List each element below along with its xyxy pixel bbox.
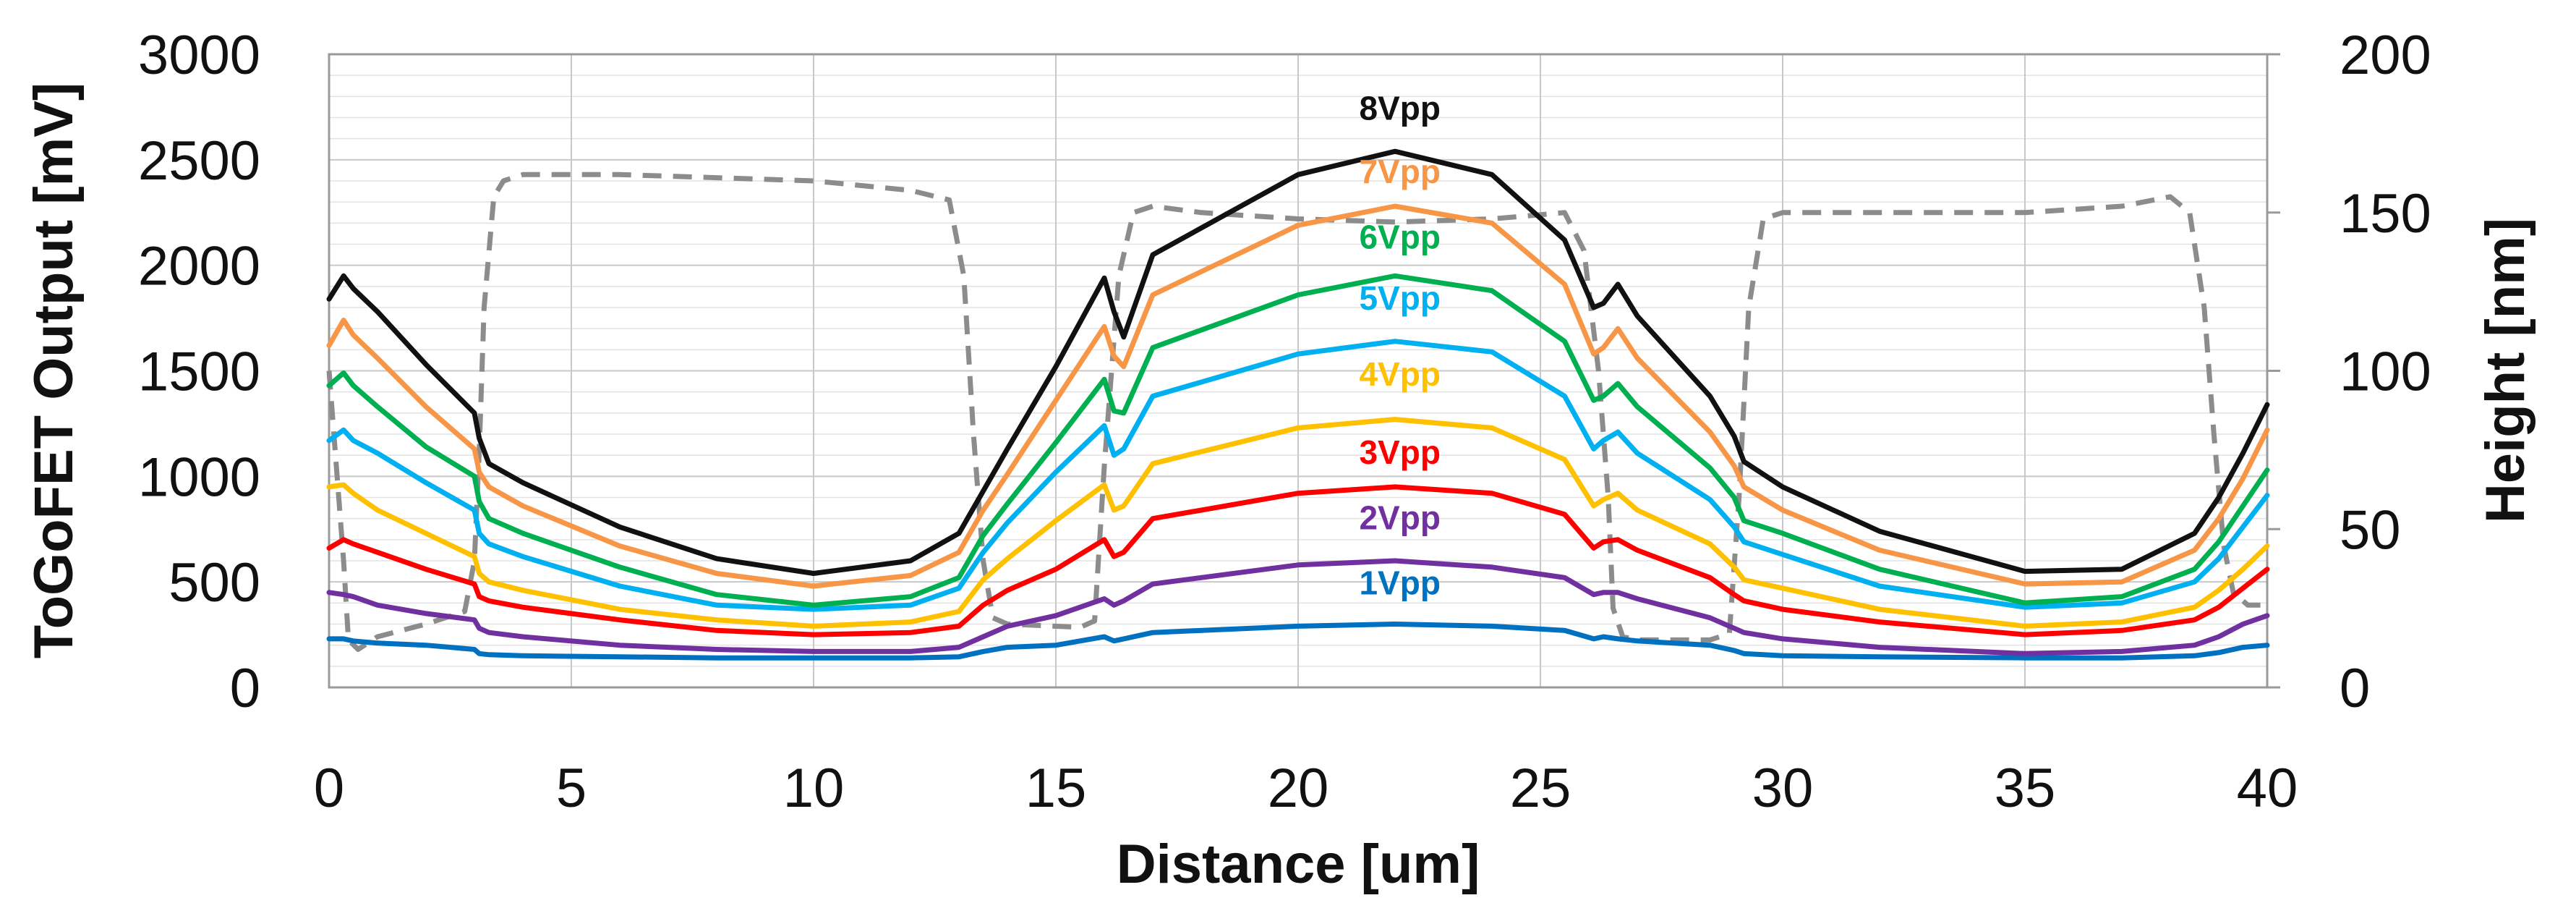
y2-axis-title: Height [nm] bbox=[2475, 218, 2536, 523]
series-line-2vpp bbox=[326, 558, 2270, 656]
x-tick-label: 0 bbox=[314, 758, 344, 819]
series-label-4vpp: 4Vpp bbox=[1359, 355, 1440, 393]
series-label-5vpp: 5Vpp bbox=[1359, 279, 1440, 317]
x-tick-labels: 0 5 10 15 20 25 30 35 40 bbox=[314, 758, 2298, 819]
y-tick-label: 500 bbox=[169, 552, 260, 614]
x-tick-label: 30 bbox=[1752, 758, 1814, 819]
series-label-6vpp: 6Vpp bbox=[1359, 218, 1440, 255]
y-tick-label: 0 bbox=[230, 658, 260, 719]
y-tick-label: 2000 bbox=[138, 236, 260, 297]
y-tick-label: 3000 bbox=[138, 25, 260, 86]
series-line-4vpp bbox=[326, 417, 2270, 629]
y-axis-title: ToGoFET Output [mV] bbox=[23, 82, 85, 658]
series-line-8vpp bbox=[326, 148, 2270, 576]
x-tick-label: 25 bbox=[1510, 758, 1571, 819]
series-line-1vpp bbox=[326, 622, 2270, 661]
y-tick-label: 2500 bbox=[138, 130, 260, 192]
y2-tick-labels: 0 50 100 150 200 bbox=[2340, 25, 2431, 719]
series-line-5vpp bbox=[326, 339, 2270, 612]
series-label-layer: 8Vpp 7Vpp 6Vpp 5Vpp 4Vpp 3Vpp 2Vpp 1Vpp bbox=[1359, 89, 1440, 601]
series-label-7vpp: 7Vpp bbox=[1359, 153, 1440, 190]
y2-tick-label: 0 bbox=[2340, 658, 2370, 719]
y-tick-label: 1500 bbox=[138, 342, 260, 403]
height-profile-layer bbox=[326, 171, 2267, 652]
series-line-6vpp bbox=[326, 273, 2270, 608]
height-profile-line bbox=[326, 171, 2267, 652]
x-axis-title: Distance [um] bbox=[1117, 834, 1480, 895]
x-tick-label: 5 bbox=[556, 758, 587, 819]
y2-tick-label: 100 bbox=[2340, 342, 2431, 403]
y-tick-label: 1000 bbox=[138, 446, 260, 508]
series-label-3vpp: 3Vpp bbox=[1359, 433, 1440, 471]
y-tick-labels: 0 500 1000 1500 2000 2500 3000 bbox=[138, 25, 260, 719]
x-tick-label: 15 bbox=[1025, 758, 1087, 819]
x-tick-label: 20 bbox=[1268, 758, 1329, 819]
series-line-7vpp bbox=[326, 203, 2270, 589]
series-line-3vpp bbox=[326, 484, 2270, 637]
y2-tick-label: 200 bbox=[2340, 25, 2431, 86]
series-label-8vpp: 8Vpp bbox=[1359, 89, 1440, 127]
series-label-2vpp: 2Vpp bbox=[1359, 499, 1440, 536]
x-tick-label: 35 bbox=[1995, 758, 2056, 819]
x-tick-label: 40 bbox=[2237, 758, 2298, 819]
y2-tick-label: 50 bbox=[2340, 499, 2401, 561]
y2-tick-label: 150 bbox=[2340, 183, 2431, 245]
series-label-1vpp: 1Vpp bbox=[1359, 564, 1440, 602]
series-layer bbox=[326, 148, 2270, 661]
x-tick-label: 10 bbox=[783, 758, 845, 819]
